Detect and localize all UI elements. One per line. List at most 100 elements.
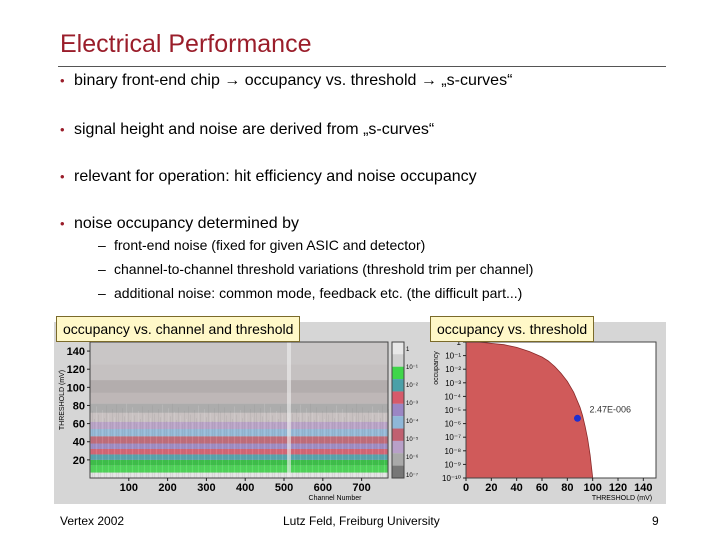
footer-author: Lutz Feld, Freiburg University xyxy=(283,514,440,528)
heatmap-column xyxy=(130,419,131,478)
heatmap-column xyxy=(284,422,285,478)
heatmap-column xyxy=(134,415,135,478)
heatmap-column xyxy=(116,404,117,478)
heatmap-column xyxy=(304,420,305,478)
heatmap-column xyxy=(326,406,327,478)
heatmap-column xyxy=(368,410,369,478)
heatmap-column xyxy=(210,412,211,478)
heatmap-column xyxy=(258,420,259,478)
heatmap-column xyxy=(380,418,381,478)
title-divider xyxy=(58,66,666,67)
heatmap-column xyxy=(176,419,177,478)
heatmap-column xyxy=(208,404,209,478)
bullet-1-text: binary front-end chip → occupancy vs. th… xyxy=(74,72,513,89)
heatmap-column xyxy=(358,411,359,478)
heatmap-column xyxy=(328,414,329,478)
heatmap-column xyxy=(200,413,201,478)
heatmap-column xyxy=(344,417,345,478)
heatmap-column xyxy=(108,413,109,478)
heatmap-column xyxy=(230,410,231,478)
colorbar-tick-label: 10⁻⁶ xyxy=(406,454,419,461)
heatmap-band-11 xyxy=(90,392,388,404)
sub-bullet-1: – front-end noise (fixed for given ASIC a… xyxy=(98,237,425,253)
heatmap-band-13 xyxy=(90,364,388,381)
heatmap-band-6 xyxy=(90,436,388,444)
heatmap-column xyxy=(132,407,133,478)
heatmap-column xyxy=(190,414,191,478)
heatmap-column xyxy=(124,416,125,478)
heatmap-column xyxy=(168,408,169,478)
heatmap-column xyxy=(126,403,127,478)
heatmap-band-3 xyxy=(90,454,388,460)
heatmap-band-4 xyxy=(90,448,388,455)
occupancy-x-tick-label: 20 xyxy=(485,482,497,494)
heatmap-column xyxy=(340,421,341,478)
heatmap-column xyxy=(188,406,189,478)
heatmap-column xyxy=(298,417,299,478)
heatmap-column xyxy=(128,411,129,478)
heatmap-column xyxy=(180,415,181,478)
heatmap-column xyxy=(142,406,143,478)
heatmap-column xyxy=(252,417,253,478)
heatmap-column xyxy=(144,414,145,478)
heatmap-column xyxy=(324,419,325,478)
heatmap-column xyxy=(332,410,333,478)
colorbar-frame xyxy=(391,341,405,479)
heatmap-y-axis-label: THRESHOLD (mV) xyxy=(59,370,66,430)
heatmap-column xyxy=(114,417,115,478)
occupancy-y-tick-label: 10⁻⁵ xyxy=(445,406,461,415)
heatmap-x-tick-label: 400 xyxy=(236,482,254,494)
heatmap-column xyxy=(94,419,95,478)
heatmap-column xyxy=(136,423,137,478)
heatmap-column xyxy=(360,419,361,478)
heatmap-x-tick-label: 600 xyxy=(314,482,332,494)
colorbar-tick-label: 10⁻³ xyxy=(406,401,418,407)
heatmap-column xyxy=(228,423,229,478)
heatmap-column xyxy=(350,420,351,478)
bullet-2: • signal height and noise are derived fro… xyxy=(60,121,434,139)
heatmap-column xyxy=(160,417,161,478)
heatmap-band-9 xyxy=(90,412,388,422)
footer-event: Vertex 2002 xyxy=(60,514,125,528)
heatmap-column xyxy=(96,406,97,478)
heatmap-column xyxy=(300,404,301,478)
heatmap-column xyxy=(106,405,107,478)
occupancy-y-tick-label: 10⁻² xyxy=(445,365,461,374)
colorbar-tick-label: 10⁻⁴ xyxy=(406,418,419,425)
colorbar-segment xyxy=(392,440,404,454)
sub-bullet-3-text: additional noise: common mode, feedback … xyxy=(114,285,523,301)
colorbar-segment xyxy=(392,453,404,466)
bullet-marker: • xyxy=(60,122,65,137)
heatmap-column xyxy=(310,403,311,478)
label-left: occupancy vs. channel and threshold xyxy=(56,316,301,342)
heatmap-band-1 xyxy=(90,465,388,473)
heatmap-column xyxy=(184,410,185,478)
colorbar-tick-label: 1 xyxy=(406,347,410,353)
sub-bullet-3: – additional noise: common mode, feedback… xyxy=(98,285,522,301)
bullet-marker: • xyxy=(60,169,65,184)
heatmap-column xyxy=(384,413,385,478)
occupancy-y-tick-label: 10⁻³ xyxy=(445,379,461,388)
heatmap-column xyxy=(322,410,323,478)
heatmap-column xyxy=(152,405,153,478)
heatmap-column xyxy=(138,410,139,478)
heatmap-x-axis-label: Channel Number xyxy=(309,495,363,502)
heatmap-column xyxy=(306,408,307,478)
heatmap-column xyxy=(156,421,157,478)
heatmap-column xyxy=(100,422,101,478)
heatmap-column xyxy=(196,418,197,478)
heatmap-column xyxy=(212,420,213,478)
occupancy-y-axis-label: occupancy xyxy=(433,351,440,385)
occupancy-x-tick-label: 140 xyxy=(634,482,652,494)
heatmap-column xyxy=(166,420,167,478)
heatmap-column xyxy=(102,410,103,478)
heatmap-column xyxy=(164,412,165,478)
occupancy-y-tick-label: 10⁻⁹ xyxy=(444,460,461,469)
heatmap-column xyxy=(232,419,233,478)
heatmap-column xyxy=(274,423,275,478)
heatmap-column xyxy=(122,408,123,478)
heatmap-column xyxy=(370,419,371,478)
heatmap-column xyxy=(376,422,377,478)
heatmap-column xyxy=(268,419,269,478)
heatmap-column xyxy=(148,410,149,478)
